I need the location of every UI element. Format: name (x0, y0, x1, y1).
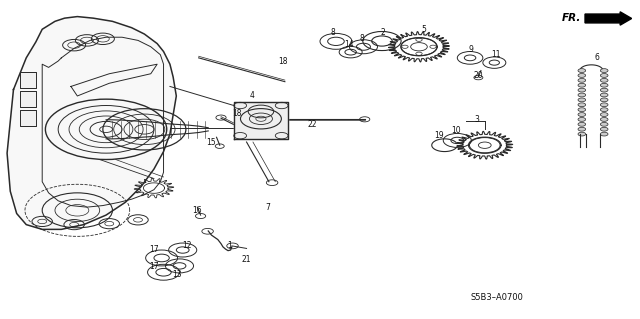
Circle shape (578, 117, 586, 121)
Text: 7: 7 (265, 203, 270, 212)
Bar (20, 72, 36, 88)
Text: 17: 17 (149, 245, 159, 254)
FancyArrow shape (585, 12, 632, 25)
Circle shape (578, 98, 586, 102)
Text: S5B3–A0700: S5B3–A0700 (470, 293, 523, 302)
Circle shape (600, 93, 608, 97)
Circle shape (578, 127, 586, 131)
Text: 5: 5 (421, 25, 426, 34)
Text: 11: 11 (491, 50, 500, 59)
Text: 6: 6 (594, 53, 599, 62)
Text: 8: 8 (359, 34, 364, 43)
Text: 4: 4 (249, 92, 254, 100)
Bar (20, 110, 36, 126)
Circle shape (600, 108, 608, 112)
Circle shape (578, 88, 586, 92)
Text: 16: 16 (193, 206, 202, 215)
Text: 2: 2 (380, 28, 385, 37)
Text: 19: 19 (434, 131, 444, 140)
Text: 22: 22 (308, 120, 317, 129)
Text: 18: 18 (278, 57, 288, 66)
Text: 15: 15 (207, 138, 216, 147)
Text: 10: 10 (451, 126, 461, 135)
Circle shape (600, 69, 608, 72)
Circle shape (578, 74, 586, 78)
Circle shape (600, 74, 608, 78)
Circle shape (578, 132, 586, 136)
Text: 21: 21 (242, 255, 252, 264)
Circle shape (600, 113, 608, 116)
Circle shape (578, 108, 586, 112)
Text: 13: 13 (172, 270, 182, 279)
Circle shape (578, 69, 586, 72)
Circle shape (600, 122, 608, 126)
Text: 1: 1 (227, 241, 232, 250)
Text: 14: 14 (344, 40, 353, 49)
Text: 3: 3 (474, 115, 479, 124)
Text: 8: 8 (330, 28, 335, 37)
Text: 20: 20 (474, 71, 483, 80)
Text: 17: 17 (149, 262, 159, 271)
Circle shape (578, 78, 586, 82)
Circle shape (600, 103, 608, 107)
Text: 9: 9 (469, 45, 474, 55)
Polygon shape (7, 17, 176, 229)
Circle shape (578, 83, 586, 87)
Circle shape (600, 83, 608, 87)
Circle shape (600, 132, 608, 136)
Circle shape (600, 117, 608, 121)
Text: 12: 12 (182, 241, 192, 250)
Circle shape (578, 122, 586, 126)
Circle shape (600, 78, 608, 82)
Bar (20, 91, 36, 107)
Circle shape (600, 98, 608, 102)
Polygon shape (234, 102, 288, 139)
Circle shape (600, 127, 608, 131)
Circle shape (578, 103, 586, 107)
Circle shape (600, 88, 608, 92)
Circle shape (578, 93, 586, 97)
Text: FR.: FR. (561, 13, 580, 23)
Text: 18: 18 (232, 109, 242, 118)
Circle shape (578, 113, 586, 116)
